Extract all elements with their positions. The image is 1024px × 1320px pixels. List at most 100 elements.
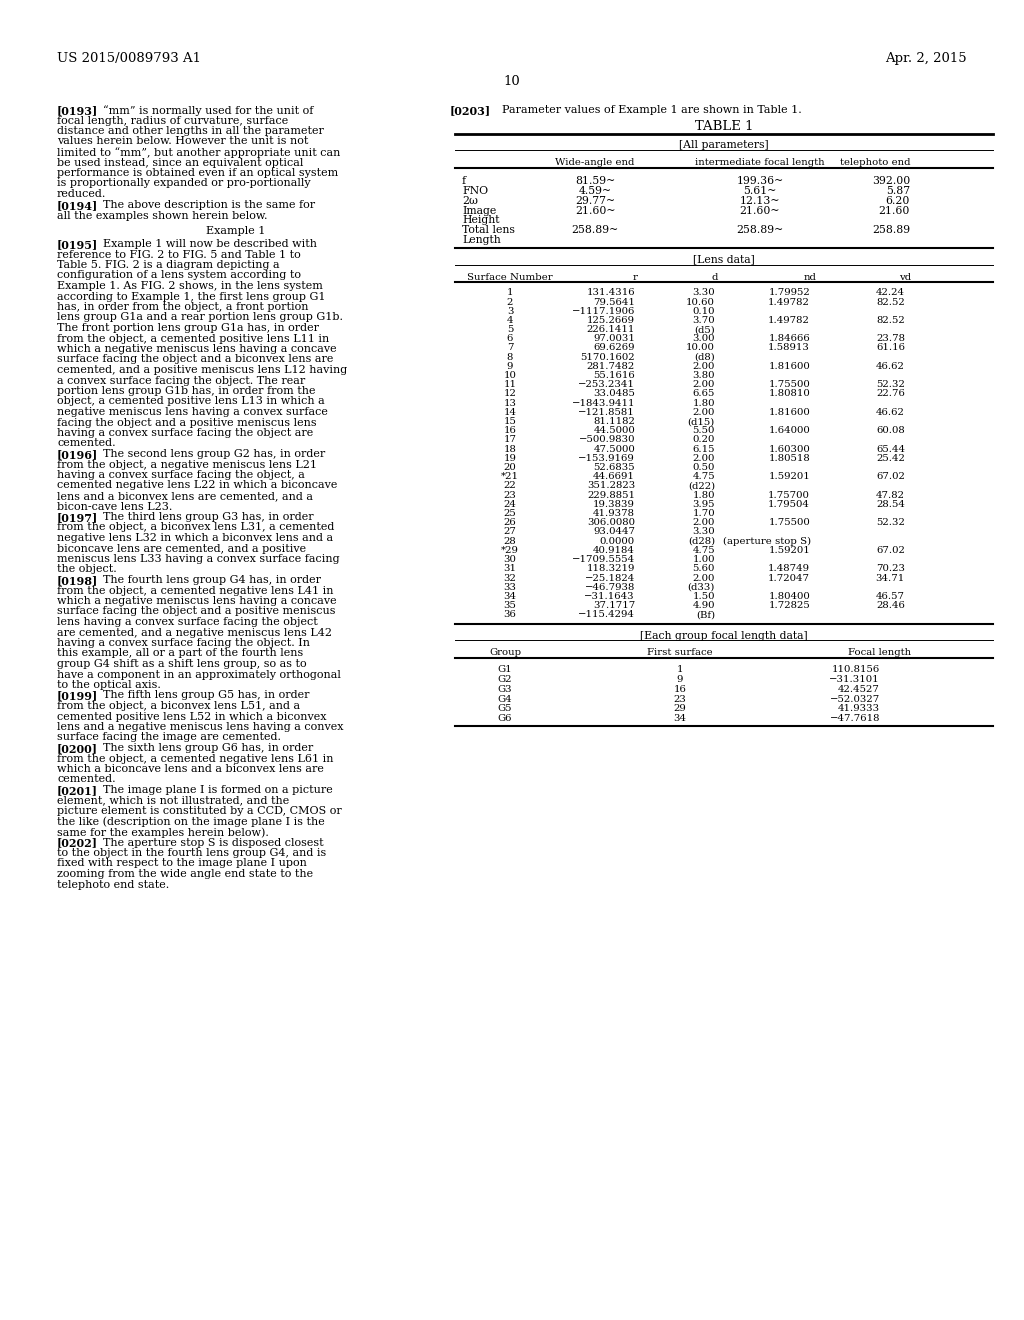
Text: 2.00: 2.00 [692,362,715,371]
Text: cemented.: cemented. [57,438,116,449]
Text: 34.71: 34.71 [876,573,905,582]
Text: 52.6835: 52.6835 [593,463,635,473]
Text: telephoto end: telephoto end [840,158,910,168]
Text: 46.62: 46.62 [877,362,905,371]
Text: [0193]: [0193] [57,106,98,116]
Text: 14: 14 [504,408,516,417]
Text: [0196]: [0196] [57,449,98,459]
Text: 2.00: 2.00 [692,519,715,527]
Text: Length: Length [462,235,501,246]
Text: 21.60: 21.60 [879,206,910,215]
Text: 36: 36 [504,610,516,619]
Text: r: r [633,272,637,281]
Text: [Each group focal length data]: [Each group focal length data] [640,631,808,640]
Text: [All parameters]: [All parameters] [679,140,769,150]
Text: from the object, a cemented positive lens L11 in: from the object, a cemented positive len… [57,334,330,343]
Text: 23: 23 [674,694,686,704]
Text: 131.4316: 131.4316 [587,288,635,297]
Text: −1709.5554: −1709.5554 [571,556,635,564]
Text: Parameter values of Example 1 are shown in Table 1.: Parameter values of Example 1 are shown … [502,106,802,115]
Text: 6.15: 6.15 [692,445,715,454]
Text: 12: 12 [504,389,516,399]
Text: reduced.: reduced. [57,189,106,199]
Text: *29: *29 [501,546,519,554]
Text: 0.20: 0.20 [692,436,715,445]
Text: 79.5641: 79.5641 [593,297,635,306]
Text: 28.54: 28.54 [877,500,905,510]
Text: 0.50: 0.50 [692,463,715,473]
Text: 0.10: 0.10 [692,306,715,315]
Text: 258.89~: 258.89~ [571,226,618,235]
Text: 1.80400: 1.80400 [768,591,810,601]
Text: (d22): (d22) [688,482,715,491]
Text: 3.80: 3.80 [692,371,715,380]
Text: 1.79504: 1.79504 [768,500,810,510]
Text: G1: G1 [498,665,512,675]
Text: (d15): (d15) [688,417,715,426]
Text: −253.2341: −253.2341 [579,380,635,389]
Text: 1: 1 [677,665,683,675]
Text: Focal length: Focal length [849,648,911,657]
Text: the object.: the object. [57,565,117,574]
Text: 47.82: 47.82 [876,491,905,500]
Text: cemented negative lens L22 in which a biconcave: cemented negative lens L22 in which a bi… [57,480,337,491]
Text: Example 1. As FIG. 2 shows, in the lens system: Example 1. As FIG. 2 shows, in the lens … [57,281,323,290]
Text: 1.75500: 1.75500 [768,519,810,527]
Text: 9: 9 [507,362,513,371]
Text: f: f [462,176,466,186]
Text: cemented positive lens L52 in which a biconvex: cemented positive lens L52 in which a bi… [57,711,327,722]
Text: 5.87: 5.87 [886,186,910,195]
Text: The sixth lens group G6 has, in order: The sixth lens group G6 has, in order [103,743,313,752]
Text: 10.00: 10.00 [686,343,715,352]
Text: 118.3219: 118.3219 [587,565,635,573]
Text: 0.0000: 0.0000 [600,537,635,545]
Text: lens and a biconvex lens are cemented, and a: lens and a biconvex lens are cemented, a… [57,491,313,502]
Text: 1.80810: 1.80810 [768,389,810,399]
Text: 1.81600: 1.81600 [768,362,810,371]
Text: 5.61~: 5.61~ [743,186,776,195]
Text: this example, all or a part of the fourth lens: this example, all or a part of the fourt… [57,648,303,659]
Text: intermediate focal length: intermediate focal length [695,158,824,168]
Text: 93.0447: 93.0447 [593,528,635,536]
Text: [0195]: [0195] [57,239,98,249]
Text: 4.75: 4.75 [692,546,715,554]
Text: 20: 20 [504,463,516,473]
Text: 25.42: 25.42 [877,454,905,463]
Text: performance is obtained even if an optical system: performance is obtained even if an optic… [57,168,338,178]
Text: 55.1616: 55.1616 [593,371,635,380]
Text: which a negative meniscus lens having a concave: which a negative meniscus lens having a … [57,597,337,606]
Text: cemented.: cemented. [57,775,116,784]
Text: 5170.1602: 5170.1602 [581,352,635,362]
Text: Apr. 2, 2015: Apr. 2, 2015 [886,51,967,65]
Text: 1.49782: 1.49782 [768,297,810,306]
Text: 1.79952: 1.79952 [768,288,810,297]
Text: 35: 35 [504,601,516,610]
Text: have a component in an approximately orthogonal: have a component in an approximately ort… [57,669,341,680]
Text: US 2015/0089793 A1: US 2015/0089793 A1 [57,51,201,65]
Text: 26: 26 [504,519,516,527]
Text: 2.00: 2.00 [692,573,715,582]
Text: having a convex surface facing the object are: having a convex surface facing the objec… [57,428,313,438]
Text: 29.77~: 29.77~ [574,195,615,206]
Text: zooming from the wide angle end state to the: zooming from the wide angle end state to… [57,869,313,879]
Text: portion lens group G1b has, in order from the: portion lens group G1b has, in order fro… [57,385,315,396]
Text: G2: G2 [498,675,512,684]
Text: 37.1717: 37.1717 [593,601,635,610]
Text: 3: 3 [507,306,513,315]
Text: from the object, a cemented negative lens L41 in: from the object, a cemented negative len… [57,586,334,595]
Text: G5: G5 [498,705,512,713]
Text: 67.02: 67.02 [877,546,905,554]
Text: 6.65: 6.65 [692,389,715,399]
Text: 3.30: 3.30 [692,288,715,297]
Text: (d28): (d28) [688,537,715,545]
Text: −31.1643: −31.1643 [585,591,635,601]
Text: configuration of a lens system according to: configuration of a lens system according… [57,271,301,281]
Text: bicon-cave lens L23.: bicon-cave lens L23. [57,502,172,511]
Text: −25.1824: −25.1824 [585,573,635,582]
Text: −115.4294: −115.4294 [579,610,635,619]
Text: 42.4527: 42.4527 [838,685,880,694]
Text: Height: Height [462,215,500,226]
Text: 44.6691: 44.6691 [593,473,635,482]
Text: lens and a negative meniscus lens having a convex: lens and a negative meniscus lens having… [57,722,343,733]
Text: [0201]: [0201] [57,785,98,796]
